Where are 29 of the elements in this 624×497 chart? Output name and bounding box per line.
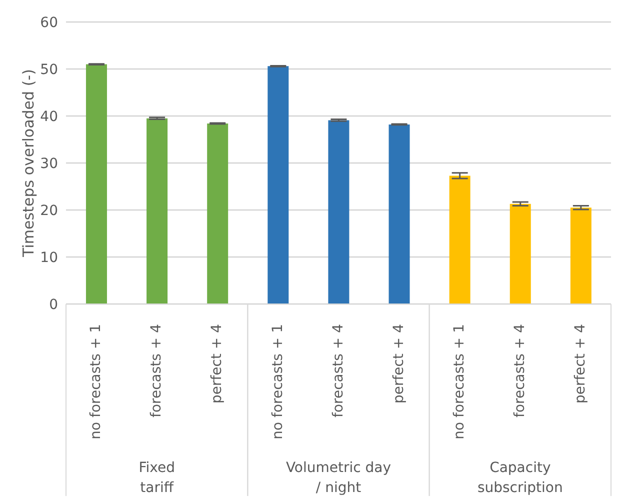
bar — [510, 204, 531, 304]
x-tick-label: perfect + 4 — [572, 324, 589, 404]
x-tick-label: forecasts + 4 — [512, 324, 528, 418]
x-tick-label: perfect + 4 — [390, 324, 407, 404]
y-tick-label: 50 — [40, 62, 58, 78]
text: Capacity subscription — [477, 460, 563, 496]
y-tick-label: 0 — [49, 296, 58, 313]
x-tick-label: no forecasts + 1 — [88, 324, 104, 440]
bar — [86, 64, 107, 304]
x-tick-label: perfect + 4 — [209, 324, 226, 404]
text: Fixed tariff — [138, 460, 175, 496]
bar — [570, 208, 592, 304]
x-tick-label: forecasts + 4 — [330, 324, 346, 418]
y-tick-label: 40 — [40, 108, 58, 125]
x-tick-label: forecasts + 4 — [148, 324, 165, 418]
y-tick-label: 60 — [40, 14, 58, 31]
y-axis-title: Timesteps overloaded (-) — [19, 69, 38, 258]
bar — [388, 124, 410, 304]
bar — [268, 66, 289, 304]
x-tick-label: no forecasts + 1 — [270, 324, 286, 440]
text: Volumetric day / night — [286, 460, 392, 496]
bar — [207, 124, 228, 304]
bar — [146, 118, 168, 304]
y-tick-label: 30 — [40, 156, 58, 172]
bar — [449, 176, 470, 304]
x-tick-label: no forecasts + 1 — [451, 324, 468, 440]
y-tick-label: 10 — [40, 250, 58, 266]
y-tick-label: 20 — [40, 202, 58, 219]
bar — [328, 120, 350, 304]
